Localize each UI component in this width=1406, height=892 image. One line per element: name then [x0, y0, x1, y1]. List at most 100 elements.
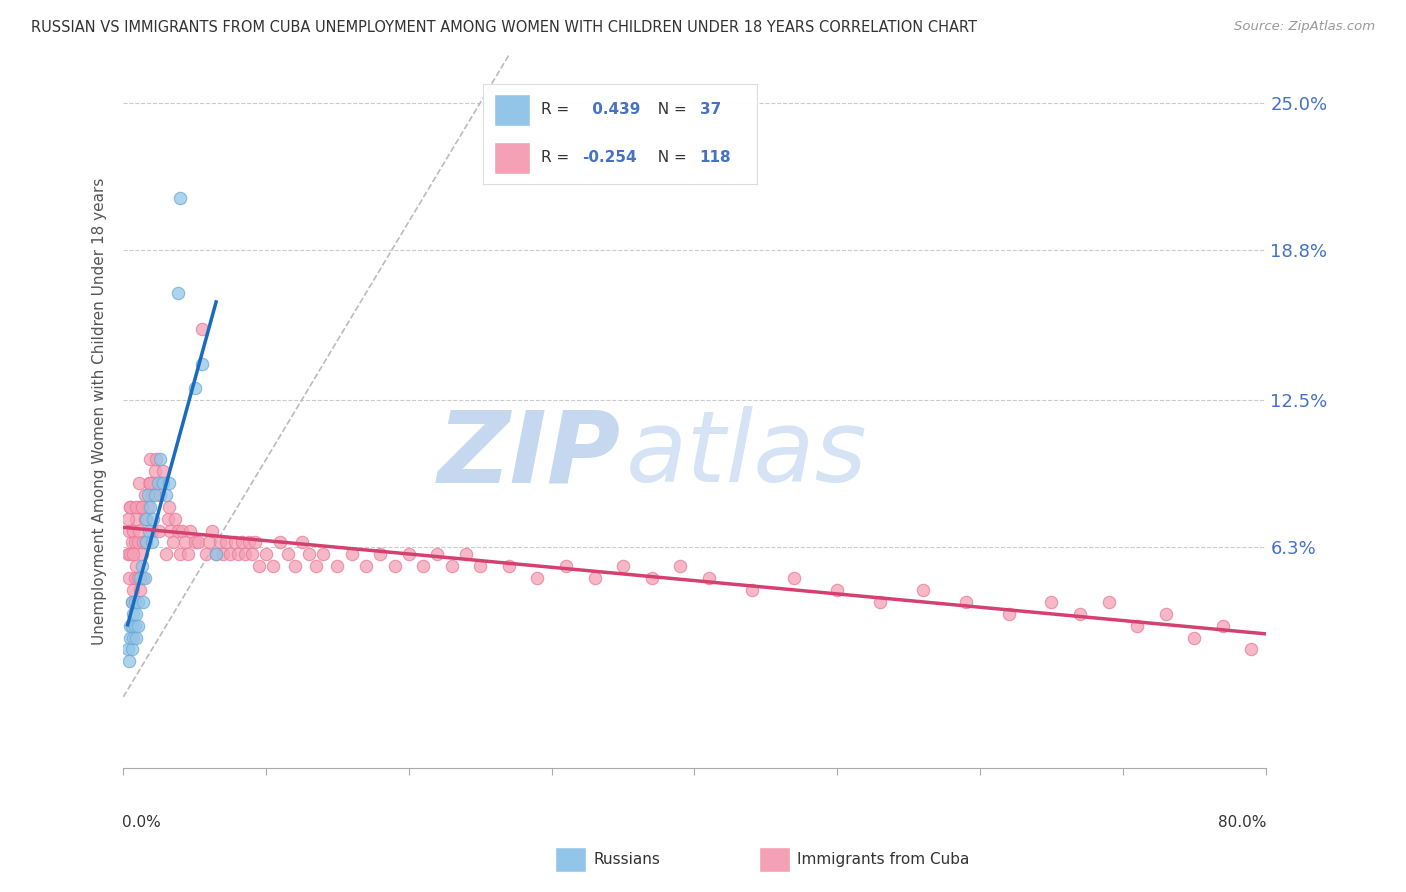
Point: [131, 500, 153, 514]
Point: [135, 511, 157, 525]
Point: [129, 582, 152, 597]
Point: [183, 381, 205, 395]
Point: [1182, 631, 1205, 645]
Point: [117, 547, 139, 561]
Point: [305, 559, 328, 574]
Point: [426, 547, 449, 561]
Point: [205, 547, 228, 561]
Point: [640, 571, 662, 585]
Point: [136, 500, 159, 514]
Point: [215, 535, 238, 549]
Point: [120, 547, 142, 561]
Point: [117, 511, 139, 525]
Point: [955, 595, 977, 609]
Point: [354, 559, 377, 574]
Point: [238, 535, 260, 549]
Point: [134, 511, 156, 525]
Point: [291, 535, 314, 549]
Point: [135, 511, 157, 525]
Point: [470, 559, 492, 574]
Point: [869, 595, 891, 609]
Point: [122, 607, 145, 621]
Point: [127, 571, 149, 585]
Point: [145, 452, 167, 467]
Point: [156, 511, 179, 525]
Point: [191, 357, 214, 371]
Point: [143, 464, 166, 478]
Point: [191, 321, 214, 335]
Point: [240, 547, 263, 561]
Point: [298, 547, 321, 561]
Point: [498, 559, 520, 574]
Point: [166, 524, 188, 538]
Point: [146, 476, 169, 491]
Text: RUSSIAN VS IMMIGRANTS FROM CUBA UNEMPLOYMENT AMONG WOMEN WITH CHILDREN UNDER 18 : RUSSIAN VS IMMIGRANTS FROM CUBA UNEMPLOY…: [31, 20, 977, 35]
Point: [169, 547, 191, 561]
Point: [135, 535, 157, 549]
Point: [157, 476, 180, 491]
Point: [312, 547, 335, 561]
Point: [233, 547, 256, 561]
Point: [135, 535, 157, 549]
Point: [170, 524, 193, 538]
Point: [1212, 618, 1234, 632]
Point: [125, 607, 148, 621]
Point: [124, 618, 146, 632]
Point: [122, 582, 145, 597]
Text: atlas: atlas: [626, 406, 868, 503]
Point: [139, 500, 162, 514]
Point: [825, 582, 848, 597]
Point: [118, 571, 141, 585]
Text: Immigrants from Cuba: Immigrants from Cuba: [797, 853, 970, 867]
Point: [128, 524, 150, 538]
Point: [176, 547, 198, 561]
Point: [247, 559, 270, 574]
Point: [120, 500, 142, 514]
Point: [583, 571, 606, 585]
Point: [152, 476, 174, 491]
Point: [224, 535, 246, 549]
Point: [454, 547, 477, 561]
Text: 0.0%: 0.0%: [122, 814, 160, 830]
Point: [157, 500, 180, 514]
Text: Russians: Russians: [593, 853, 661, 867]
Point: [195, 547, 218, 561]
Point: [125, 500, 148, 514]
Point: [226, 547, 249, 561]
Point: [118, 654, 141, 668]
Point: [132, 595, 155, 609]
Point: [124, 571, 146, 585]
Point: [129, 571, 152, 585]
Point: [125, 559, 148, 574]
Point: [370, 547, 392, 561]
Point: [121, 642, 143, 657]
Point: [697, 571, 720, 585]
Point: [149, 452, 172, 467]
Point: [118, 524, 141, 538]
Point: [284, 559, 307, 574]
Text: Source: ZipAtlas.com: Source: ZipAtlas.com: [1234, 20, 1375, 33]
Point: [997, 607, 1019, 621]
Point: [149, 488, 172, 502]
Point: [155, 547, 177, 561]
Point: [166, 285, 188, 300]
Point: [179, 524, 201, 538]
Point: [141, 488, 163, 502]
Point: [669, 559, 692, 574]
Point: [741, 582, 763, 597]
Point: [159, 524, 181, 538]
Point: [125, 511, 148, 525]
Point: [183, 535, 205, 549]
Point: [128, 476, 150, 491]
Text: 80.0%: 80.0%: [1219, 814, 1267, 830]
Point: [169, 191, 191, 205]
Point: [1069, 607, 1091, 621]
Point: [205, 547, 228, 561]
Point: [555, 559, 578, 574]
Point: [138, 476, 160, 491]
Point: [117, 642, 139, 657]
Point: [326, 559, 349, 574]
Point: [212, 547, 235, 561]
Text: ZIP: ZIP: [437, 406, 620, 503]
Point: [526, 571, 548, 585]
